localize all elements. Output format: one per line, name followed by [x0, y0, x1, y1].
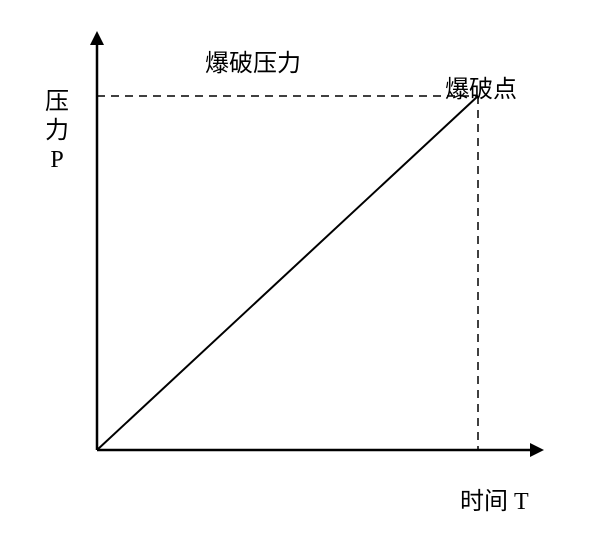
x-axis-label: 时间 T: [460, 488, 529, 517]
y-axis-label: 压力P: [45, 88, 69, 174]
burst-pressure-label: 爆破压力: [205, 50, 301, 79]
chart-container: 压力P 时间 T 爆破压力 爆破点: [0, 0, 600, 541]
burst-point-label: 爆破点: [445, 76, 517, 105]
